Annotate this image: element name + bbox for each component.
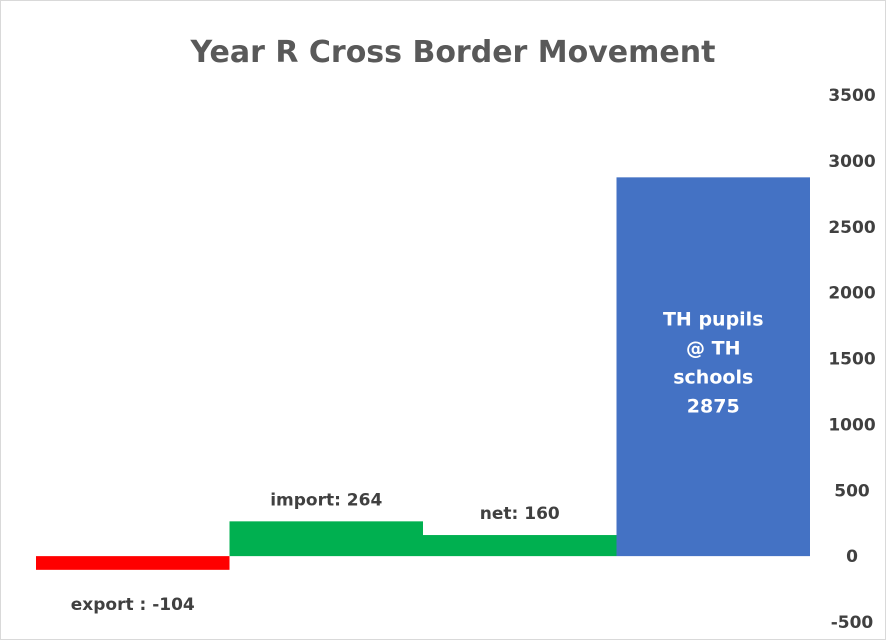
data-label-inside: 2875 — [687, 395, 740, 417]
data-label-inside: TH pupils — [663, 308, 764, 330]
data-label-group: export : -104 import: 264 net: 160 TH pupil… — [71, 308, 764, 614]
y-tick-label: 0 — [846, 547, 858, 567]
bar-group — [36, 177, 810, 570]
data-label: import: 264 — [270, 490, 382, 510]
data-label: net: 160 — [480, 504, 560, 524]
chart-title: Year R Cross Border Movement — [190, 35, 716, 70]
y-tick-label: 1000 — [828, 415, 875, 435]
y-axis: -500 0 500 1000 1500 2000 2500 3000 3500 — [828, 86, 875, 633]
bar-net — [423, 535, 617, 557]
y-tick-label: 3500 — [828, 86, 875, 106]
bar-th-pupils-th-schools — [616, 177, 810, 557]
bar-export — [36, 556, 230, 570]
y-tick-label: 2500 — [828, 218, 875, 238]
data-label-inside: @ TH — [686, 337, 740, 359]
bar-import — [229, 521, 423, 557]
y-tick-label: 500 — [834, 481, 870, 501]
y-tick-label: 3000 — [828, 152, 875, 172]
y-tick-label: 1500 — [828, 350, 875, 370]
data-label: export : -104 — [71, 595, 195, 615]
y-tick-label: 2000 — [828, 284, 875, 304]
data-label-inside: schools — [673, 366, 753, 388]
y-tick-label: -500 — [831, 613, 874, 633]
